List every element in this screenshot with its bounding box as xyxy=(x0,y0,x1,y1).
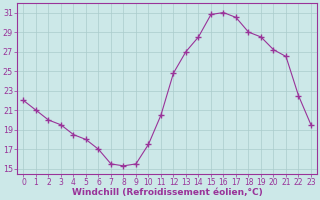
X-axis label: Windchill (Refroidissement éolien,°C): Windchill (Refroidissement éolien,°C) xyxy=(72,188,263,197)
